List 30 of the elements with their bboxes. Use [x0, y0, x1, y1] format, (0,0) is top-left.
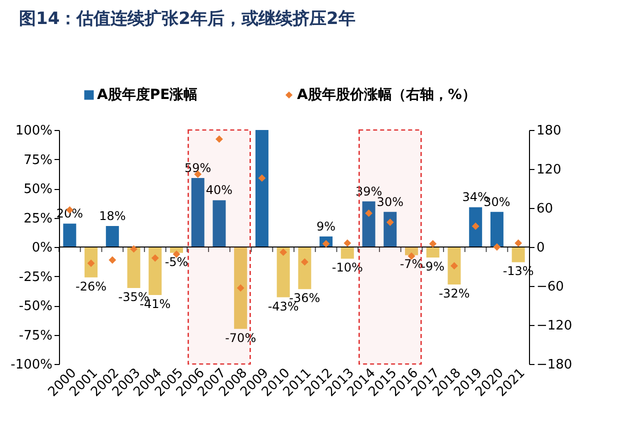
- y2-tick-label: 180: [536, 124, 562, 138]
- data-label: -70%: [225, 330, 256, 345]
- data-label: 9%: [316, 219, 336, 234]
- data-label: 18%: [99, 208, 126, 223]
- y-tick-label: 25%: [24, 211, 52, 226]
- y-tick-label: 75%: [24, 152, 52, 168]
- legend-label: A股年度PE涨幅: [97, 86, 198, 103]
- data-label: 40%: [206, 183, 233, 198]
- y-tick-label: 100%: [15, 124, 52, 138]
- y-tick-label: 0%: [32, 240, 52, 256]
- y-tick-label: -75%: [18, 328, 52, 344]
- y2-tick-label: 120: [536, 162, 562, 178]
- y-tick-label: -100%: [10, 358, 52, 372]
- y2-tick-label: −180: [536, 358, 572, 372]
- data-label: 59%: [184, 160, 212, 175]
- y-tick-label: -25%: [18, 270, 52, 285]
- chart-title: 图14：估值连续扩张2年后，或继续挤压2年: [19, 9, 356, 29]
- legend-label: A股年股价涨幅（右轴，%）: [297, 87, 476, 103]
- y2-tick-label: 0: [536, 240, 545, 256]
- y2-tick-label: 60: [536, 202, 554, 216]
- data-label: -26%: [76, 279, 107, 294]
- data-label: -32%: [438, 286, 470, 300]
- data-label: -7%: [400, 257, 424, 272]
- y-tick-label: -50%: [18, 299, 52, 314]
- data-label: -10%: [332, 260, 363, 275]
- y2-tick-label: −120: [536, 318, 572, 334]
- data-label: -9%: [421, 260, 445, 274]
- y2-tick-label: −60: [536, 280, 564, 294]
- data-label: -5%: [164, 254, 188, 269]
- y-tick-label: 50%: [24, 182, 52, 197]
